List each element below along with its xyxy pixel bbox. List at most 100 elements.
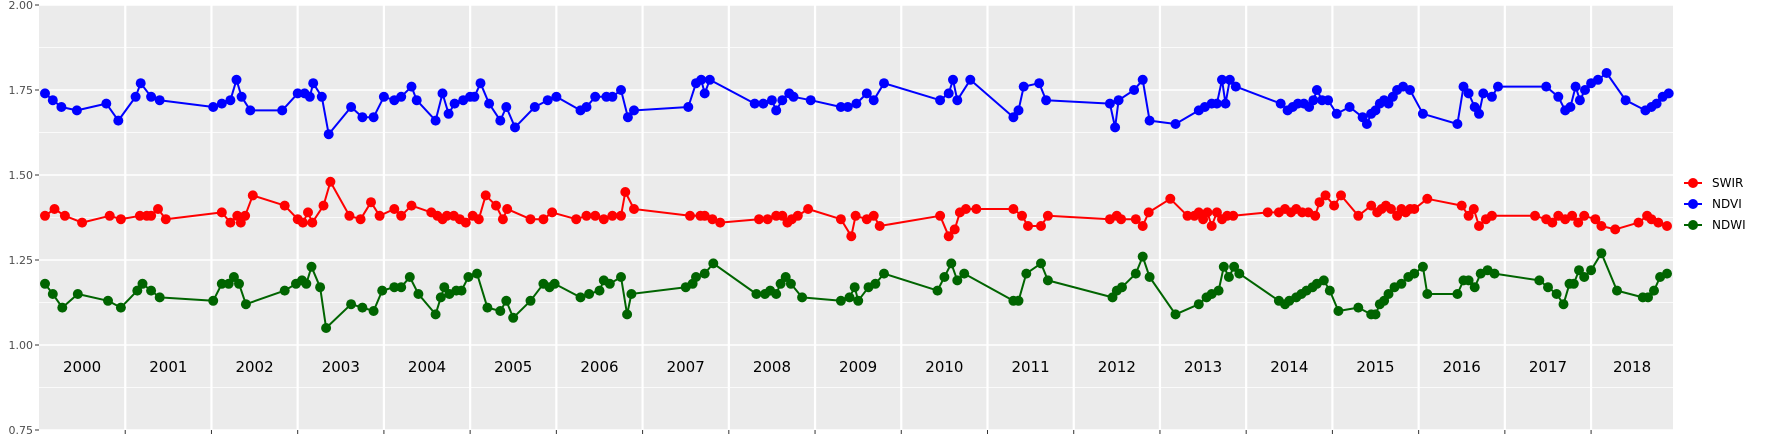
data-point-ndwi bbox=[835, 295, 846, 306]
data-point-swir bbox=[1023, 221, 1033, 231]
data-point-ndvi bbox=[788, 91, 799, 102]
data-point-swir bbox=[571, 214, 582, 225]
data-point-ndvi bbox=[47, 95, 58, 106]
data-point-ndvi bbox=[1478, 88, 1489, 99]
data-point-swir bbox=[1474, 221, 1484, 231]
data-point-swir bbox=[1573, 217, 1584, 228]
data-point-ndwi bbox=[389, 282, 400, 293]
data-point-ndwi bbox=[132, 285, 143, 296]
data-point-ndvi bbox=[1308, 95, 1319, 106]
data-point-swir bbox=[297, 217, 308, 228]
legend-label: NDWI bbox=[1712, 218, 1746, 232]
y-tick-label: 1.50 bbox=[9, 169, 34, 182]
data-point-ndwi bbox=[1551, 289, 1562, 299]
data-point-ndvi bbox=[629, 105, 639, 116]
data-point-ndvi bbox=[437, 88, 448, 99]
data-point-swir bbox=[846, 231, 857, 242]
data-point-ndvi bbox=[1493, 81, 1503, 92]
data-point-swir bbox=[525, 214, 536, 225]
data-point-ndvi bbox=[699, 88, 710, 99]
data-point-swir bbox=[715, 217, 726, 228]
data-point-ndvi bbox=[1113, 95, 1124, 106]
year-label: 2000 bbox=[63, 358, 101, 376]
data-point-swir bbox=[355, 214, 366, 225]
data-point-ndvi bbox=[292, 88, 303, 99]
data-point-swir bbox=[1590, 214, 1601, 225]
data-point-ndvi bbox=[208, 102, 219, 112]
data-point-swir bbox=[874, 221, 885, 231]
data-point-swir bbox=[607, 210, 618, 221]
data-point-ndvi bbox=[1013, 105, 1024, 116]
data-point-ndvi bbox=[696, 74, 707, 85]
data-point-ndwi bbox=[849, 282, 860, 293]
data-point-ndvi bbox=[1110, 122, 1121, 133]
data-point-ndwi bbox=[346, 299, 357, 310]
data-point-swir bbox=[943, 231, 954, 242]
data-point-ndvi bbox=[965, 74, 976, 85]
data-point-ndvi bbox=[1129, 85, 1140, 95]
data-point-ndwi bbox=[1213, 285, 1224, 296]
data-point-ndvi bbox=[1217, 74, 1227, 85]
data-point-ndwi bbox=[463, 272, 474, 282]
data-point-swir bbox=[1633, 217, 1644, 228]
data-point-ndwi bbox=[1579, 272, 1590, 282]
data-point-ndwi bbox=[216, 278, 227, 289]
data-point-ndwi bbox=[879, 268, 889, 279]
data-point-swir bbox=[616, 210, 626, 221]
data-point-ndvi bbox=[1452, 119, 1463, 129]
data-point-swir bbox=[971, 204, 982, 214]
data-point-ndvi bbox=[378, 91, 389, 102]
legend: SWIR NDVI NDWI bbox=[1684, 176, 1746, 232]
data-point-ndvi bbox=[704, 74, 715, 85]
data-point-ndvi bbox=[622, 112, 633, 123]
year-label: 2003 bbox=[322, 358, 360, 376]
data-point-swir bbox=[1468, 204, 1479, 214]
data-point-swir bbox=[396, 210, 407, 221]
data-point-ndvi bbox=[1224, 74, 1235, 85]
year-label: 2005 bbox=[494, 358, 532, 376]
data-point-ndvi bbox=[411, 95, 422, 106]
data-point-ndvi bbox=[1104, 98, 1115, 109]
data-point-ndvi bbox=[542, 95, 553, 106]
data-point-ndwi bbox=[691, 272, 701, 282]
data-point-ndwi bbox=[1193, 299, 1204, 310]
data-point-ndvi bbox=[879, 78, 889, 89]
data-point-ndvi bbox=[1474, 108, 1484, 119]
data-point-ndwi bbox=[1649, 285, 1659, 296]
data-point-ndwi bbox=[699, 268, 710, 279]
data-point-swir bbox=[1662, 221, 1672, 231]
data-point-ndvi bbox=[231, 74, 242, 85]
data-point-ndvi bbox=[1211, 98, 1222, 109]
data-point-ndvi bbox=[357, 112, 368, 123]
data-point-ndvi bbox=[1553, 91, 1564, 102]
data-point-ndwi bbox=[208, 295, 219, 306]
data-point-ndvi bbox=[1344, 102, 1355, 112]
data-point-ndwi bbox=[47, 289, 58, 299]
data-point-ndwi bbox=[797, 292, 808, 303]
data-point-swir bbox=[1116, 214, 1127, 225]
data-point-ndvi bbox=[1463, 88, 1474, 99]
data-point-swir bbox=[1202, 207, 1213, 218]
data-point-ndwi bbox=[1229, 261, 1240, 272]
data-point-ndwi bbox=[575, 292, 586, 303]
data-point-ndvi bbox=[1417, 108, 1428, 119]
data-point-ndvi bbox=[101, 98, 112, 109]
data-point-ndwi bbox=[456, 285, 467, 296]
y-tick-label: 0.75 bbox=[9, 424, 34, 437]
data-point-swir bbox=[225, 217, 236, 228]
year-label: 2008 bbox=[753, 358, 791, 376]
data-point-ndwi bbox=[223, 278, 234, 289]
y-axis: 0.75 1.00 1.25 1.50 1.75 2.00 bbox=[9, 0, 39, 437]
data-point-ndwi bbox=[604, 278, 615, 289]
legend-key-point bbox=[1688, 199, 1698, 209]
data-point-ndvi bbox=[304, 91, 315, 102]
data-point-ndvi bbox=[758, 98, 769, 109]
data-point-ndwi bbox=[1568, 278, 1579, 289]
data-point-ndvi bbox=[225, 95, 236, 106]
data-point-swir bbox=[389, 204, 400, 214]
data-point-ndwi bbox=[1489, 268, 1500, 279]
data-point-ndvi bbox=[1620, 95, 1631, 106]
data-point-swir bbox=[707, 214, 718, 225]
data-point-swir bbox=[325, 176, 336, 187]
data-point-ndvi bbox=[1405, 85, 1415, 95]
